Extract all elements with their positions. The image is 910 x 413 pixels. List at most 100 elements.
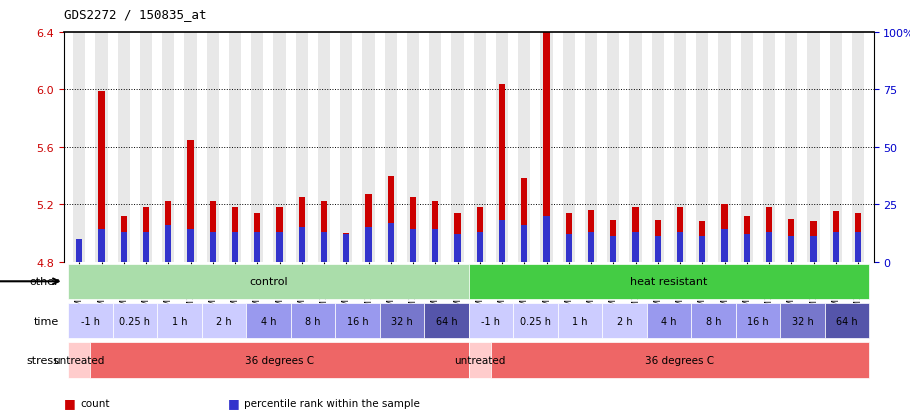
Bar xyxy=(388,223,394,262)
Text: percentile rank within the sample: percentile rank within the sample xyxy=(244,398,420,408)
Bar xyxy=(743,216,750,262)
Text: 36 degrees C: 36 degrees C xyxy=(245,355,314,365)
Bar xyxy=(562,33,575,262)
Bar xyxy=(254,213,260,262)
Bar xyxy=(121,232,126,262)
Bar xyxy=(229,33,241,262)
Bar xyxy=(96,33,107,262)
Bar xyxy=(185,33,197,262)
Text: 0.25 h: 0.25 h xyxy=(520,316,551,326)
Bar xyxy=(98,230,105,262)
Bar xyxy=(362,33,375,262)
FancyBboxPatch shape xyxy=(379,303,424,339)
Bar xyxy=(477,232,483,262)
Bar xyxy=(852,33,864,262)
Bar xyxy=(140,33,152,262)
FancyBboxPatch shape xyxy=(90,343,469,378)
Bar xyxy=(521,225,527,262)
Bar xyxy=(722,205,728,262)
Bar xyxy=(298,197,305,262)
Bar xyxy=(696,33,708,262)
Bar xyxy=(166,202,171,262)
Bar xyxy=(763,33,775,262)
Bar xyxy=(432,230,439,262)
Text: count: count xyxy=(80,398,109,408)
Bar xyxy=(718,33,731,262)
Text: other: other xyxy=(29,277,59,287)
Bar xyxy=(187,230,194,262)
Bar xyxy=(366,228,371,262)
Bar xyxy=(855,213,861,262)
Bar xyxy=(121,216,126,262)
Text: 1 h: 1 h xyxy=(172,316,187,326)
FancyBboxPatch shape xyxy=(602,303,647,339)
Bar xyxy=(855,232,861,262)
FancyBboxPatch shape xyxy=(202,303,246,339)
Bar xyxy=(166,225,171,262)
Bar xyxy=(296,33,308,262)
FancyBboxPatch shape xyxy=(824,303,869,339)
Bar xyxy=(722,230,728,262)
Text: control: control xyxy=(249,277,288,287)
Text: 64 h: 64 h xyxy=(836,316,858,326)
Text: time: time xyxy=(34,316,59,326)
Bar xyxy=(321,232,327,262)
Bar xyxy=(187,140,194,262)
Bar xyxy=(830,33,842,262)
FancyBboxPatch shape xyxy=(469,264,869,299)
Bar xyxy=(232,232,238,262)
Bar xyxy=(496,33,508,262)
Bar xyxy=(432,202,439,262)
Bar xyxy=(766,232,772,262)
Text: 16 h: 16 h xyxy=(347,316,369,326)
FancyBboxPatch shape xyxy=(735,303,780,339)
Bar xyxy=(788,237,794,262)
FancyBboxPatch shape xyxy=(335,303,379,339)
Bar xyxy=(410,197,416,262)
Text: untreated: untreated xyxy=(454,355,505,365)
Text: 8 h: 8 h xyxy=(705,316,721,326)
FancyBboxPatch shape xyxy=(513,303,558,339)
FancyBboxPatch shape xyxy=(68,264,469,299)
Text: ■: ■ xyxy=(228,396,239,409)
Text: 8 h: 8 h xyxy=(305,316,320,326)
Bar xyxy=(543,216,550,262)
Bar xyxy=(73,33,86,262)
Text: untreated: untreated xyxy=(54,355,105,365)
FancyBboxPatch shape xyxy=(113,303,157,339)
Bar xyxy=(117,33,130,262)
Bar xyxy=(785,33,797,262)
Bar xyxy=(677,208,683,262)
Bar xyxy=(699,222,705,262)
FancyBboxPatch shape xyxy=(424,303,469,339)
Bar xyxy=(454,213,460,262)
Bar xyxy=(388,176,394,262)
Bar xyxy=(807,33,820,262)
Bar xyxy=(611,237,616,262)
Bar xyxy=(585,33,597,262)
Bar xyxy=(209,202,216,262)
Text: GDS2272 / 150835_at: GDS2272 / 150835_at xyxy=(64,8,207,21)
Bar xyxy=(607,33,620,262)
FancyBboxPatch shape xyxy=(469,303,513,339)
Bar xyxy=(543,2,550,262)
Bar xyxy=(588,232,594,262)
Bar xyxy=(385,33,397,262)
Bar xyxy=(207,33,219,262)
Text: 4 h: 4 h xyxy=(260,316,276,326)
Bar xyxy=(741,33,753,262)
Text: ■: ■ xyxy=(64,396,76,409)
Bar xyxy=(277,232,283,262)
Bar xyxy=(162,33,175,262)
Bar xyxy=(811,222,816,262)
Bar xyxy=(474,33,486,262)
Bar xyxy=(499,85,505,262)
Bar xyxy=(766,208,772,262)
FancyBboxPatch shape xyxy=(558,303,602,339)
Bar xyxy=(632,208,639,262)
Bar xyxy=(499,221,505,262)
Bar xyxy=(76,239,82,262)
Bar xyxy=(611,221,616,262)
Bar xyxy=(321,202,327,262)
Text: 2 h: 2 h xyxy=(216,316,232,326)
